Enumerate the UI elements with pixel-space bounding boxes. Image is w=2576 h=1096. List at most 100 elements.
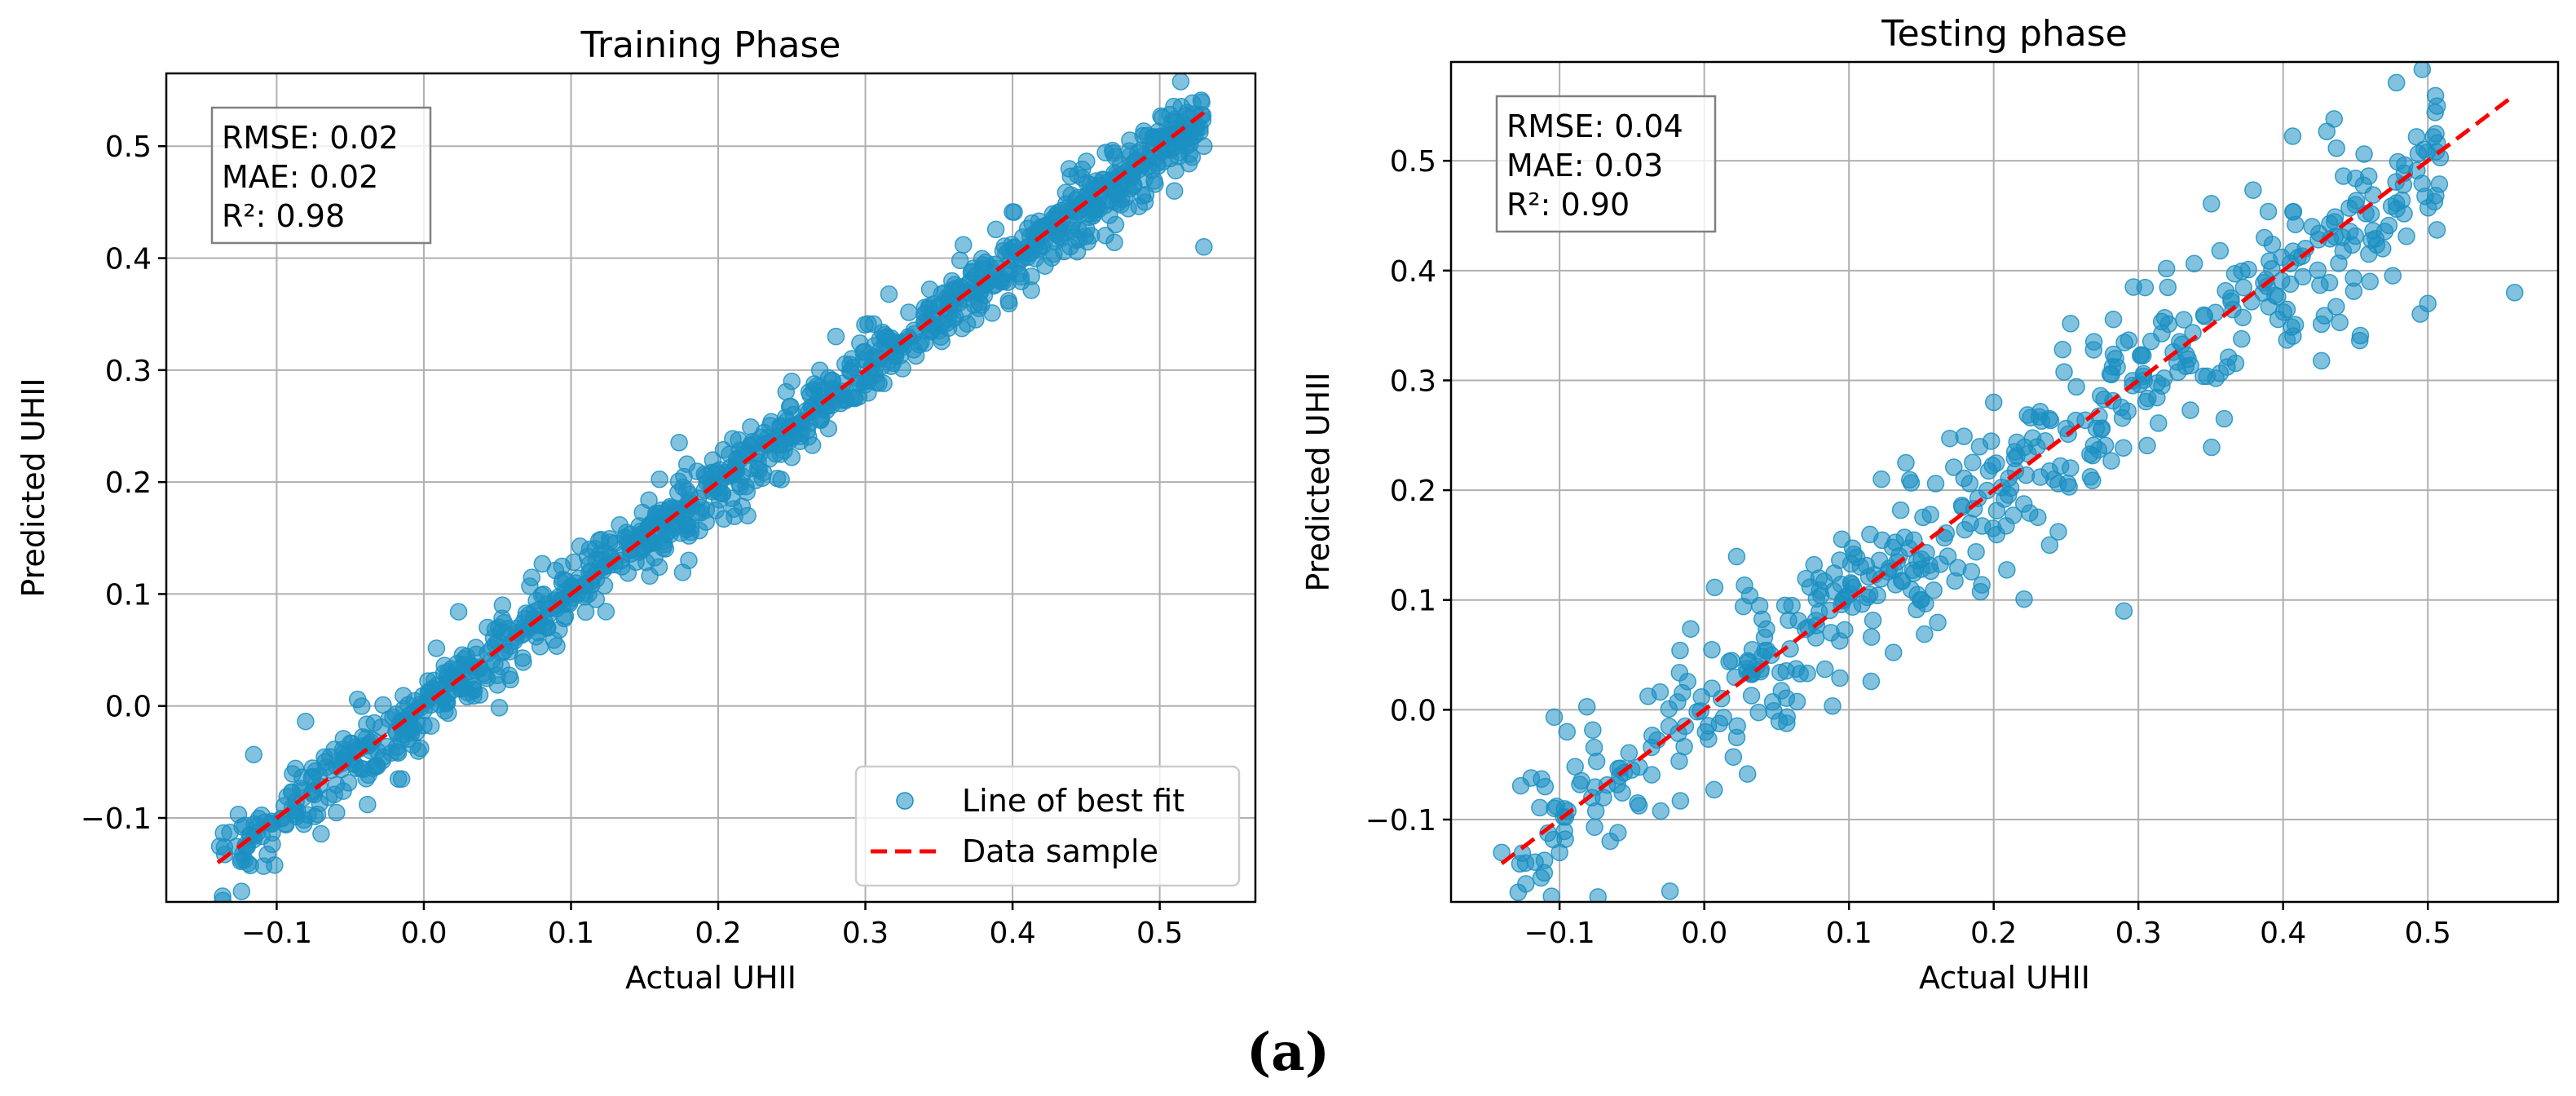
data-point — [2115, 602, 2133, 620]
y-tick-label: 0.2 — [105, 466, 152, 500]
data-point — [1868, 586, 1886, 605]
data-point — [724, 430, 742, 448]
data-point — [315, 748, 333, 767]
data-point — [555, 609, 574, 628]
data-point — [920, 281, 939, 298]
data-point — [783, 372, 801, 391]
axes-frame — [1449, 60, 2560, 904]
data-point — [1914, 508, 1932, 527]
metric-text: R²: 0.98 — [222, 198, 345, 234]
data-point — [422, 717, 440, 735]
data-point — [1630, 797, 1648, 815]
legend-label: Line of best fit — [962, 783, 1184, 819]
data-point — [359, 795, 377, 814]
data-point — [2053, 340, 2071, 359]
metrics-frame — [1495, 95, 1717, 233]
data-point — [2067, 378, 2085, 396]
data-point — [1789, 612, 1807, 630]
y-axis-label: Predicted UHII — [1300, 372, 1336, 591]
data-point — [2313, 351, 2331, 370]
data-point — [2023, 429, 2042, 447]
data-point — [1669, 693, 1687, 711]
data-point — [1509, 883, 1528, 902]
x-tick-label: 0.3 — [842, 917, 889, 950]
data-point — [286, 759, 305, 778]
data-point — [1941, 429, 1959, 448]
data-point — [2419, 199, 2437, 217]
x-tick-label: 0.0 — [1681, 917, 1727, 950]
data-point — [1758, 620, 1775, 639]
data-point — [1061, 167, 1080, 186]
data-point — [1734, 597, 1753, 616]
data-point — [439, 704, 457, 723]
data-point — [2015, 590, 2033, 608]
chart-title: Testing phase — [1881, 13, 2127, 55]
data-point — [2139, 389, 2157, 408]
data-point — [2364, 186, 2382, 204]
data-point — [633, 503, 651, 522]
data-point — [1586, 818, 1603, 837]
data-point — [253, 806, 271, 824]
x-tick-label: 0.0 — [400, 917, 447, 950]
data-point — [1000, 294, 1018, 312]
data-point — [2181, 401, 2199, 419]
y-tick-label: 0.4 — [1390, 255, 1436, 289]
data-point — [986, 220, 1005, 239]
data-point — [2239, 260, 2257, 279]
data-point — [2397, 228, 2415, 245]
data-point — [2062, 459, 2080, 477]
reference-line — [216, 111, 1206, 864]
data-point — [1870, 551, 1889, 569]
metric-text: R²: 0.90 — [1506, 187, 1630, 223]
data-point — [2318, 122, 2336, 140]
data-point — [302, 768, 321, 787]
data-point — [2029, 508, 2047, 527]
data-point — [1891, 501, 1910, 519]
data-point — [2311, 276, 2329, 294]
data-point — [2233, 329, 2251, 348]
data-point — [1104, 144, 1123, 162]
data-point — [880, 285, 898, 303]
data-point — [2283, 318, 2300, 336]
data-point — [2334, 167, 2353, 185]
data-point — [771, 445, 790, 463]
data-point — [1843, 539, 1862, 558]
data-point — [2355, 145, 2373, 163]
data-point — [893, 360, 911, 378]
legend-marker — [896, 792, 914, 810]
y-tick-label: 0.2 — [1390, 475, 1436, 508]
data-point — [2115, 334, 2133, 351]
grid — [1451, 62, 2558, 902]
data-point — [1682, 620, 1700, 639]
reference-line — [1500, 93, 2516, 865]
data-point — [2326, 208, 2344, 226]
data-point — [1671, 792, 1690, 810]
data-point — [2344, 282, 2363, 300]
x-tick-label: 0.4 — [2260, 917, 2306, 950]
data-point — [2244, 181, 2262, 199]
data-point — [214, 824, 232, 842]
data-point — [2505, 283, 2524, 302]
data-point — [1705, 578, 1724, 597]
legend-label: Data sample — [962, 833, 1158, 869]
data-point — [1161, 126, 1179, 145]
data-point — [2062, 315, 2080, 333]
data-point — [2426, 104, 2444, 122]
data-point — [1550, 843, 1568, 862]
data-point — [1864, 612, 1882, 630]
data-point — [1536, 777, 1555, 796]
data-point — [2362, 231, 2380, 250]
data-point — [1771, 663, 1789, 682]
data-point — [1917, 594, 1934, 613]
data-point — [333, 745, 352, 763]
data-point — [2283, 127, 2302, 145]
data-point — [1916, 625, 1934, 643]
data-point — [1862, 628, 1881, 646]
data-point — [1955, 469, 1974, 488]
data-point — [2413, 62, 2432, 78]
data-point — [1545, 708, 1564, 727]
data-point — [2427, 143, 2446, 161]
x-tick-label: −0.1 — [1524, 917, 1595, 950]
data-point — [514, 649, 532, 667]
